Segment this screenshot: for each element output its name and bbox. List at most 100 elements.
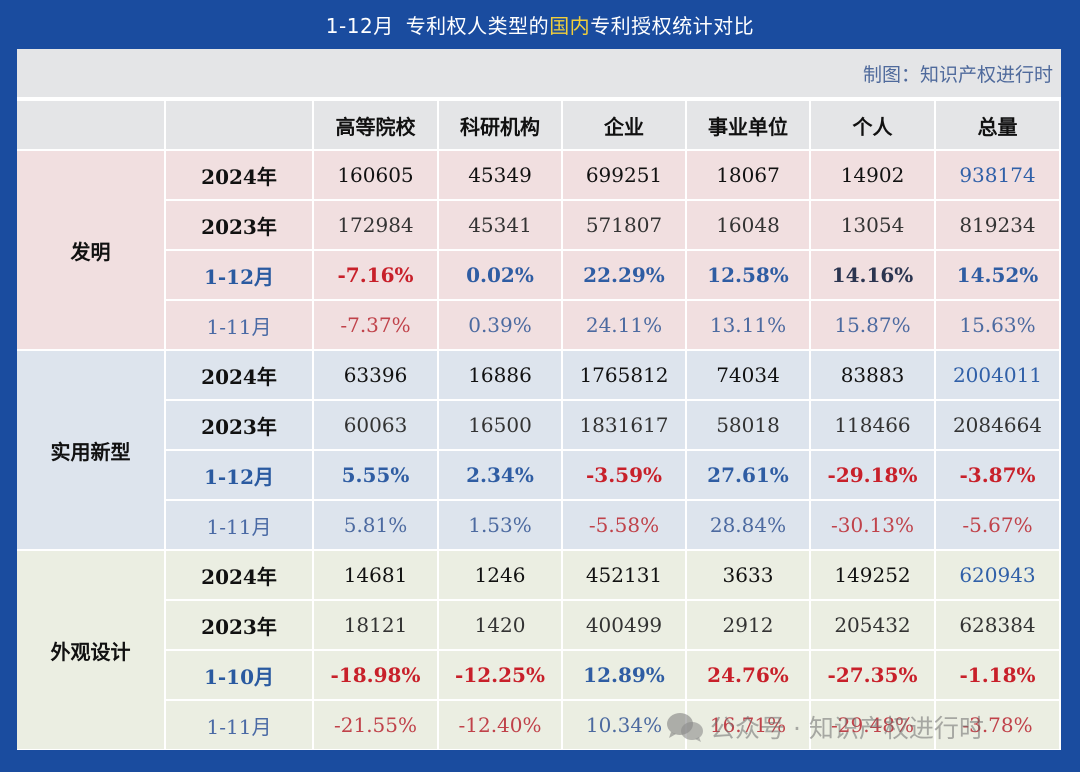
cell: 14681 <box>314 551 437 599</box>
cell: 60063 <box>314 401 437 449</box>
header-enterprises: 企业 <box>563 101 685 149</box>
chart-title: 1-12月 专利权人类型的 国内 专利授权统计对比 <box>0 0 1080 49</box>
cell: 1.53% <box>439 501 561 549</box>
table-row: 1-10月 -18.98% -12.25% 12.89% 24.76% -27.… <box>17 651 1059 699</box>
cell-total: 620943 <box>936 551 1059 599</box>
row-label: 2023年 <box>166 601 312 649</box>
cell: 118466 <box>811 401 934 449</box>
cell: 28.84% <box>687 501 809 549</box>
row-label: 1-11月 <box>166 701 312 749</box>
cell: 1420 <box>439 601 561 649</box>
title-part2: 专利授权统计对比 <box>590 14 755 38</box>
row-label: 2024年 <box>166 151 312 199</box>
cell: 5.81% <box>314 501 437 549</box>
cell-total: 2084664 <box>936 401 1059 449</box>
cell: 1765812 <box>563 351 685 399</box>
cell: 22.29% <box>563 251 685 299</box>
cell: 2912 <box>687 601 809 649</box>
cell-total: -3.78% <box>936 701 1059 749</box>
cell: 12.58% <box>687 251 809 299</box>
cell: -12.40% <box>439 701 561 749</box>
cell: 10.34% <box>563 701 685 749</box>
cell: -21.55% <box>314 701 437 749</box>
cell: 160605 <box>314 151 437 199</box>
table-panel: 制图：知识产权进行时 高等院校 科研机构 企业 事业单位 个人 总量 发明 20… <box>17 49 1061 750</box>
table-row: 发明 2024年 160605 45349 699251 18067 14902… <box>17 151 1059 349</box>
cell: 16500 <box>439 401 561 449</box>
cell-total: 819234 <box>936 201 1059 249</box>
cell: 12.89% <box>563 651 685 699</box>
cell: 18067 <box>687 151 809 199</box>
cell: -7.37% <box>314 301 437 349</box>
title-part1: 专利权人类型的 <box>405 14 550 38</box>
section-label-utility-model: 实用新型 <box>17 351 164 549</box>
table-row: 2023年 172984 45341 571807 16048 13054 81… <box>17 201 1059 249</box>
header-public-institutions: 事业单位 <box>687 101 809 149</box>
cell: 15.87% <box>811 301 934 349</box>
cell: -29.48% <box>811 701 934 749</box>
table-row: 2023年 60063 16500 1831617 58018 118466 2… <box>17 401 1059 449</box>
cell: 83883 <box>811 351 934 399</box>
cell: 149252 <box>811 551 934 599</box>
header-blank-2 <box>166 101 312 149</box>
cell: 45341 <box>439 201 561 249</box>
table-row: 1-11月 -7.37% 0.39% 24.11% 13.11% 15.87% … <box>17 301 1059 349</box>
row-label: 1-11月 <box>166 501 312 549</box>
cell: 205432 <box>811 601 934 649</box>
cell: 16.71% <box>687 701 809 749</box>
cell: 74034 <box>687 351 809 399</box>
stats-table: 高等院校 科研机构 企业 事业单位 个人 总量 发明 2024年 160605 … <box>15 99 1061 751</box>
table-row: 1-12月 -7.16% 0.02% 22.29% 12.58% 14.16% … <box>17 251 1059 299</box>
cell-total: -5.67% <box>936 501 1059 549</box>
cell: 16048 <box>687 201 809 249</box>
row-label: 1-10月 <box>166 651 312 699</box>
row-label: 1-12月 <box>166 251 312 299</box>
cell: 1246 <box>439 551 561 599</box>
cell: 1831617 <box>563 401 685 449</box>
table-row: 实用新型 2024年 63396 16886 1765812 74034 838… <box>17 351 1059 549</box>
cell: 172984 <box>314 201 437 249</box>
header-universities: 高等院校 <box>314 101 437 149</box>
header-blank-1 <box>17 101 164 149</box>
cell: 16886 <box>439 351 561 399</box>
cell-total: 2004011 <box>936 351 1059 399</box>
cell: 2.34% <box>439 451 561 499</box>
row-label: 2024年 <box>166 551 312 599</box>
header-research-institutes: 科研机构 <box>439 101 561 149</box>
table-row: 1-11月 5.81% 1.53% -5.58% 28.84% -30.13% … <box>17 501 1059 549</box>
cell-total: 15.63% <box>936 301 1059 349</box>
cell: 14.16% <box>811 251 934 299</box>
header-individuals: 个人 <box>811 101 934 149</box>
row-label: 1-12月 <box>166 451 312 499</box>
title-highlight: 国内 <box>549 14 591 38</box>
table-row: 1-12月 5.55% 2.34% -3.59% 27.61% -29.18% … <box>17 451 1059 499</box>
cell: 27.61% <box>687 451 809 499</box>
header-total: 总量 <box>936 101 1059 149</box>
credit-text: 制图：知识产权进行时 <box>862 63 1053 86</box>
cell: -7.16% <box>314 251 437 299</box>
cell: 571807 <box>563 201 685 249</box>
cell: -30.13% <box>811 501 934 549</box>
cell: 5.55% <box>314 451 437 499</box>
title-prefix: 1-12月 <box>325 14 394 38</box>
cell: 24.76% <box>687 651 809 699</box>
table-row: 1-11月 -21.55% -12.40% 10.34% 16.71% -29.… <box>17 701 1059 749</box>
cell: 0.02% <box>439 251 561 299</box>
cell: -3.59% <box>563 451 685 499</box>
row-label: 2023年 <box>166 201 312 249</box>
row-label: 1-11月 <box>166 301 312 349</box>
cell: 18121 <box>314 601 437 649</box>
cell-total: -3.87% <box>936 451 1059 499</box>
row-label: 2024年 <box>166 351 312 399</box>
cell: 63396 <box>314 351 437 399</box>
cell: -29.18% <box>811 451 934 499</box>
cell: -18.98% <box>314 651 437 699</box>
cell: 13054 <box>811 201 934 249</box>
cell: 58018 <box>687 401 809 449</box>
cell-total: 628384 <box>936 601 1059 649</box>
cell: 3633 <box>687 551 809 599</box>
cell: -5.58% <box>563 501 685 549</box>
section-label-design: 外观设计 <box>17 551 164 749</box>
cell: -27.35% <box>811 651 934 699</box>
row-label: 2023年 <box>166 401 312 449</box>
